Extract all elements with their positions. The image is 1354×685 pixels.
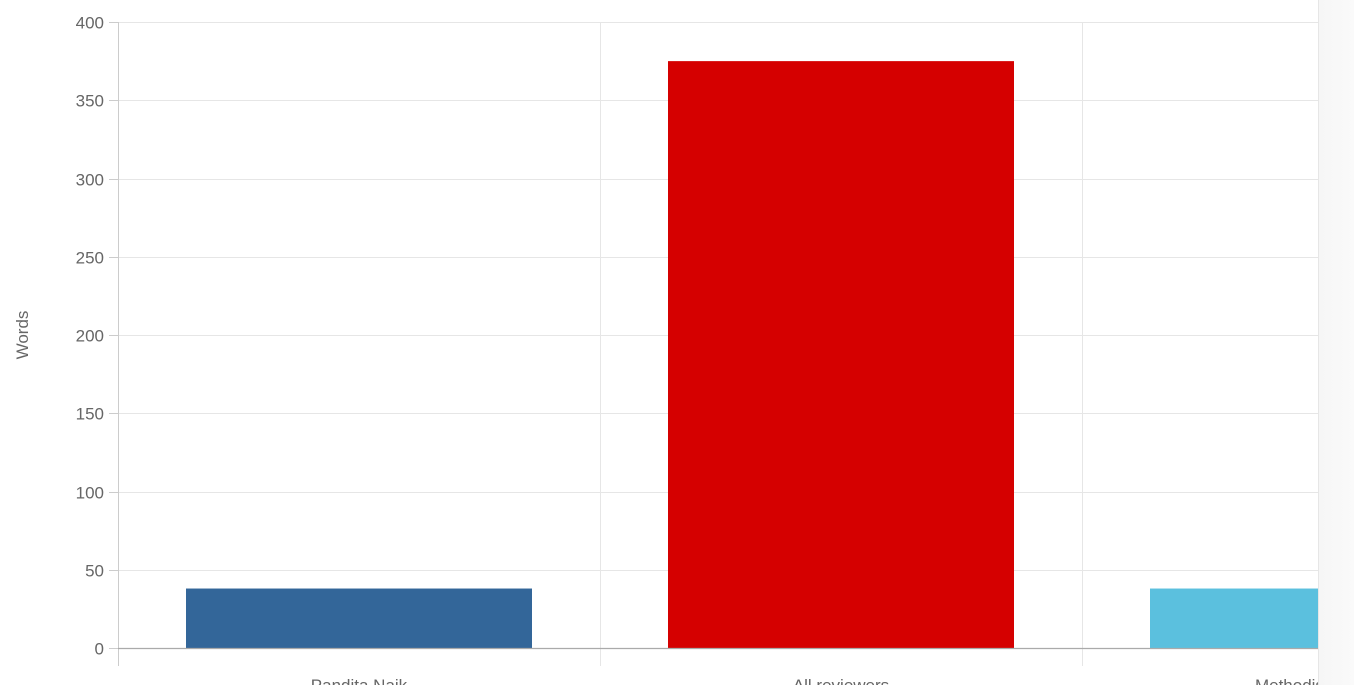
x-tick-label: All reviewers [793,676,889,685]
y-axis-title: Words [13,311,32,360]
bar-all-reviewers[interactable] [668,61,1014,648]
y-tick-label: 0 [95,640,104,659]
x-tick-label: Pandita Naik [311,676,408,685]
y-tick-label: 150 [76,405,104,424]
side-panel-edge [1318,0,1354,685]
y-tick-label: 250 [76,249,104,268]
y-tick-label: 300 [76,171,104,190]
tick-labels: 0 50 100 150 200 250 300 350 400 Pandita Naik All … [76,14,1354,685]
y-tick-label: 400 [76,14,104,33]
y-tick-label: 100 [76,484,104,503]
bars [186,61,1354,648]
y-tick-label: 50 [85,562,104,581]
y-tick-label: 350 [76,92,104,111]
bar-pandita-naik[interactable] [186,588,532,648]
axes [109,22,1340,666]
y-tick-label: 200 [76,327,104,346]
x-tick-label: Methodist College [1255,676,1354,685]
